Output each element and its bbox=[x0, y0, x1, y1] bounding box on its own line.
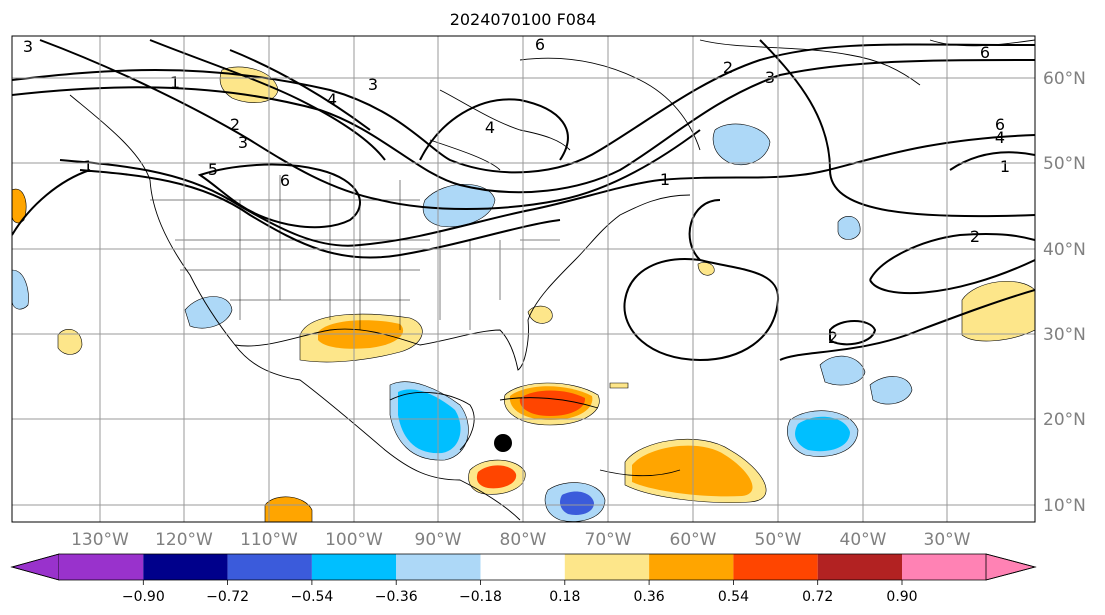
contour-label: 6 bbox=[535, 35, 545, 54]
colorbar-bin bbox=[902, 554, 986, 580]
colorbar-tick-label: 0.36 bbox=[634, 589, 665, 605]
lon-label: 60°W bbox=[670, 530, 717, 550]
contour-label: 5 bbox=[208, 160, 218, 179]
lon-label: 50°W bbox=[755, 530, 802, 550]
storm-center-marker bbox=[494, 434, 512, 452]
colorbar-labels: −0.90 −0.72 −0.54 −0.36 −0.18 0.18 0.36 … bbox=[122, 589, 918, 605]
map-frame bbox=[11, 35, 1036, 523]
contour-label: 1 bbox=[1000, 157, 1010, 176]
colorbar-tick-label: 0.18 bbox=[549, 589, 580, 605]
cool-anomaly-sonora bbox=[184, 296, 233, 329]
warm-anomaly-cuba-core bbox=[519, 390, 586, 416]
lon-label: 40°W bbox=[840, 530, 887, 550]
lat-label: 10°N bbox=[1043, 496, 1086, 516]
coastlines bbox=[69, 39, 1035, 521]
lon-label: 110°W bbox=[240, 530, 298, 550]
contour-label: 4 bbox=[995, 128, 1005, 147]
contour-lines bbox=[12, 39, 1035, 362]
map-title: 2024070100 F084 bbox=[449, 10, 597, 29]
cool-anomaly-pacific bbox=[12, 269, 29, 310]
cool-anomaly-mid-atlantic bbox=[819, 355, 866, 386]
lon-label: 120°W bbox=[155, 530, 213, 550]
lon-label: 130°W bbox=[71, 530, 129, 550]
contour-label-group: 3 1 2 3 1 4 3 6 5 4 6 2 3 1 6 6 4 1 2 2 bbox=[23, 35, 1010, 347]
contour-label: 2 bbox=[230, 115, 240, 134]
colorbar-bin bbox=[59, 554, 144, 580]
contour-label: 1 bbox=[83, 157, 93, 176]
lon-label: 90°W bbox=[415, 530, 462, 550]
colorbar-bin bbox=[817, 554, 902, 580]
graticule bbox=[12, 36, 1035, 522]
map-area: 3 1 2 3 1 4 3 6 5 4 6 2 3 1 6 6 4 1 2 2 bbox=[12, 35, 1035, 522]
contour-label: 3 bbox=[23, 37, 33, 56]
warm-anomaly-florida bbox=[527, 305, 553, 324]
warm-anomaly-baja bbox=[57, 328, 83, 355]
lat-label: 50°N bbox=[1043, 154, 1086, 174]
warm-anomaly-honduras-core bbox=[476, 465, 517, 489]
contour-label: 4 bbox=[485, 118, 495, 137]
lon-label: 100°W bbox=[325, 530, 383, 550]
colorbar-bin bbox=[480, 554, 565, 580]
colorbar-extend-high bbox=[985, 553, 1037, 581]
colorbar-tick-label: −0.54 bbox=[290, 589, 333, 605]
colorbar-tick-label: −0.18 bbox=[459, 589, 502, 605]
warm-anomaly-atl-small bbox=[697, 262, 715, 276]
colorbar-ticks bbox=[142, 580, 903, 585]
contour-label: 2 bbox=[828, 328, 838, 347]
lat-label: 20°N bbox=[1043, 410, 1086, 430]
colorbar-bin bbox=[649, 554, 734, 580]
colorbar-tick-label: 0.54 bbox=[718, 589, 749, 605]
lon-label: 70°W bbox=[585, 530, 632, 550]
contour-label: 3 bbox=[368, 75, 378, 94]
lat-label: 40°N bbox=[1043, 240, 1086, 260]
lat-label: 30°N bbox=[1043, 325, 1086, 345]
cool-anomaly-mexico-core bbox=[398, 389, 461, 454]
warm-anomaly-bahamas bbox=[609, 382, 629, 389]
warm-anomaly-atlantic-core bbox=[632, 445, 753, 497]
colorbar-tick-label: −0.90 bbox=[122, 589, 165, 605]
lon-labels: 130°W 120°W 110°W 100°W 90°W 80°W 70°W 6… bbox=[71, 530, 971, 550]
colorbar-bin bbox=[143, 554, 228, 580]
colorbar-bin bbox=[396, 554, 481, 580]
colorbar-tick-label: 0.72 bbox=[802, 589, 833, 605]
shaded-anomalies bbox=[12, 66, 1035, 522]
cool-anomaly-bermuda bbox=[837, 215, 861, 240]
contour-label: 6 bbox=[980, 43, 990, 62]
contour-label: 2 bbox=[723, 58, 733, 77]
cool-anomaly-azores-west bbox=[869, 376, 913, 405]
colorbar-bin bbox=[227, 554, 312, 580]
colorbar-extend-low bbox=[10, 553, 60, 581]
colorbar-bin bbox=[311, 554, 397, 580]
contour-label: 6 bbox=[280, 171, 290, 190]
colorbar-tick-label: −0.72 bbox=[206, 589, 249, 605]
colorbar-bin bbox=[564, 554, 650, 580]
lat-labels: 60°N 50°N 40°N 30°N 20°N 10°N bbox=[1043, 69, 1086, 516]
warm-anomaly-mexico-west bbox=[264, 496, 313, 522]
contour-label: 2 bbox=[970, 227, 980, 246]
colorbar bbox=[10, 553, 1037, 585]
contour-label: 6 bbox=[995, 115, 1005, 134]
contour-label: 4 bbox=[327, 90, 337, 109]
cool-anomaly-atlantic-east-core bbox=[795, 416, 850, 452]
contour-label: 1 bbox=[170, 73, 180, 92]
lon-label: 80°W bbox=[500, 530, 547, 550]
lat-label: 60°N bbox=[1043, 69, 1086, 89]
contour-label: 1 bbox=[660, 170, 670, 189]
warm-anomaly-pacific-nw bbox=[12, 188, 27, 224]
admin-borders bbox=[150, 175, 560, 330]
cool-anomaly-carib-sw-core bbox=[560, 491, 594, 515]
colorbar-bin bbox=[733, 554, 818, 580]
colorbar-outline bbox=[10, 553, 1037, 581]
lon-label: 30°W bbox=[924, 530, 971, 550]
colorbar-tick-label: 0.90 bbox=[886, 589, 917, 605]
contour-label: 3 bbox=[238, 133, 248, 152]
colorbar-tick-label: −0.36 bbox=[375, 589, 418, 605]
cool-anomaly-newfoundland bbox=[712, 123, 771, 166]
